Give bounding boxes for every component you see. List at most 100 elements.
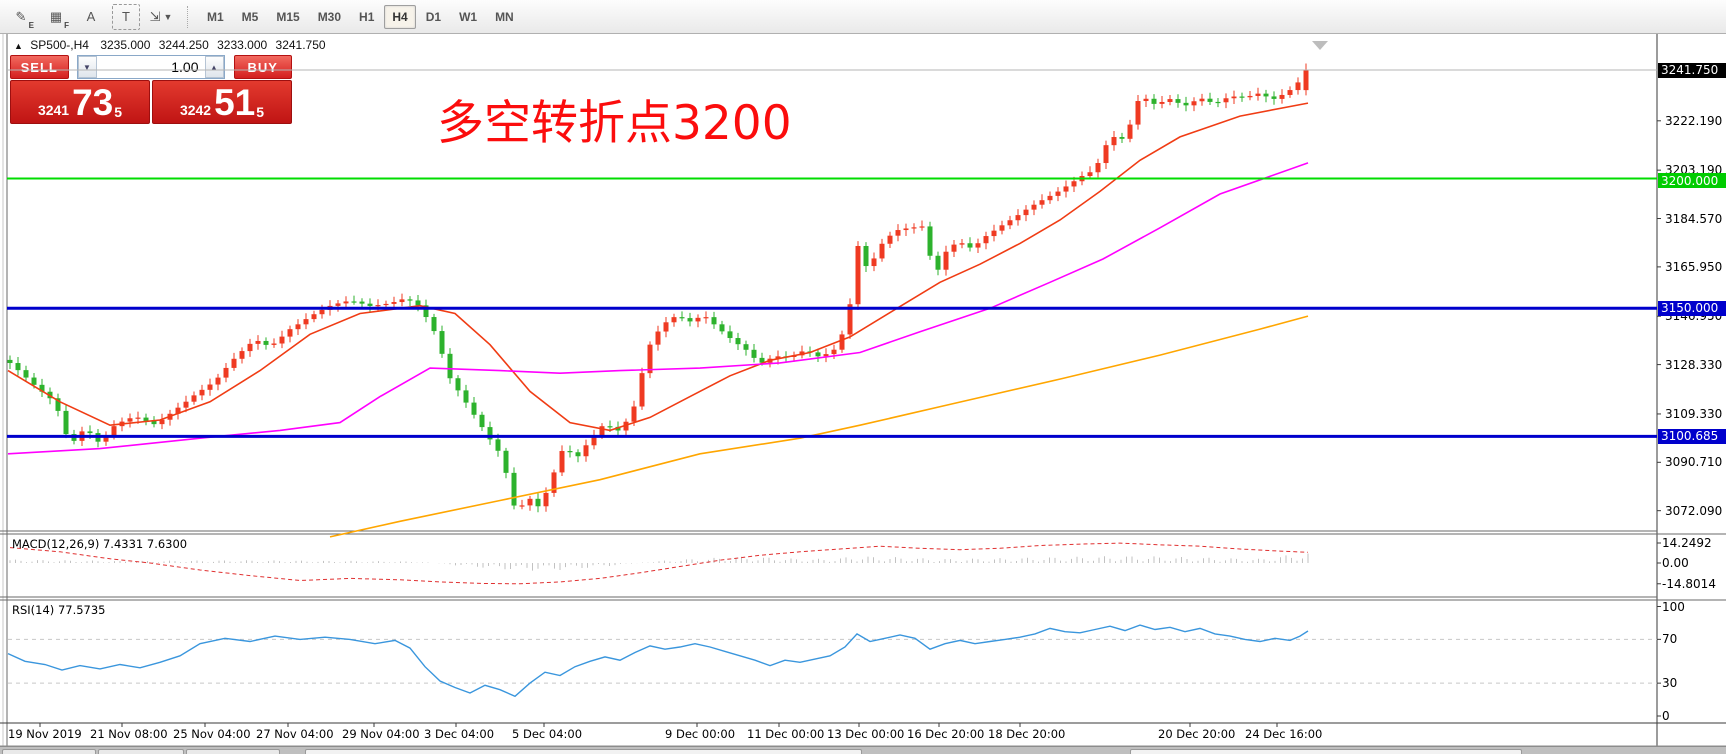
candle-body [703,317,709,319]
volume-down-button[interactable]: ▼ [77,56,97,78]
candle-body [383,303,389,306]
candle-body [319,309,325,315]
text-box-icon[interactable]: T [112,3,140,30]
timeframe-h4[interactable]: H4 [384,4,416,29]
candle-body [943,251,949,270]
candle-body [935,255,941,270]
candle-body [1247,95,1253,98]
candle-body [1159,101,1165,104]
macd-tick-label: 0.00 [1662,556,1689,570]
candle-body [399,299,405,303]
time-tick-label: 27 Nov 04:00 [256,727,334,741]
volume-input[interactable] [96,56,205,78]
candle-body [583,445,589,457]
candle-body [351,301,357,303]
candle-body [31,377,37,385]
candle-body [1175,99,1181,103]
candle-body [1239,96,1245,98]
buy-price-panel[interactable]: 3242 51 5 [152,80,292,124]
chart-shift-marker-icon[interactable] [1312,41,1328,50]
candle-body [239,351,245,359]
candle-body [959,243,965,245]
candle-body [415,300,421,306]
candle-body [895,230,901,236]
timeframe-m15[interactable]: M15 [276,9,300,24]
candle-body [199,389,205,396]
timeframe-h1[interactable]: H1 [359,9,375,24]
sell-price-panel[interactable]: 3241 73 5 [10,80,150,124]
chart-tab-strip[interactable] [0,746,1726,754]
shapes-dropdown-button[interactable]: ⇲ ▼ [147,4,175,30]
candle-body [663,322,669,332]
rsi-line [7,624,1309,698]
candle-body [247,343,253,352]
candle-body [967,243,973,248]
candle-body [1207,98,1213,102]
chart-tab[interactable] [98,749,184,754]
timeframe-mn[interactable]: MN [495,9,514,24]
rsi-label: RSI(14) 77.5735 [12,603,106,617]
candle-body [919,226,925,228]
timeframe-m1[interactable]: M1 [207,9,224,24]
candle-body [719,324,725,332]
chart-tab[interactable] [1130,749,1522,754]
candle-body [135,417,141,419]
candle-body [1279,94,1285,99]
time-tick-label: 24 Dec 16:00 [1245,727,1323,741]
price-tick-label: 3109.330 [1665,406,1723,421]
chart-window[interactable]: ▲ SP500-,H4 3235.000 3244.250 3233.000 3… [0,34,1726,746]
timeframe-m30[interactable]: M30 [317,9,342,24]
buy-button[interactable]: BUY [233,55,292,79]
quote-low: 3233.000 [217,38,268,52]
chart-tab[interactable] [2,749,96,754]
price-tick-label: 3184.570 [1665,211,1723,226]
text-label-icon[interactable]: A [86,9,96,24]
time-tick-label: 3 Dec 04:00 [424,727,495,741]
candle-body [359,301,365,304]
chart-tab[interactable] [305,749,862,754]
candle-body [503,450,509,473]
timeframe-d1[interactable]: D1 [425,9,442,24]
candle-body [1039,200,1045,205]
candle-body [295,324,301,330]
candle-body [903,228,909,231]
chevron-down-icon: ▼ [163,11,173,22]
quote-open: 3235.000 [100,38,151,52]
candle-body [407,299,413,301]
candle-body [279,336,285,344]
time-tick-label: 19 Nov 2019 [8,727,82,741]
candle-body [759,357,765,363]
grid-indicator-icon[interactable]: ▦ F [49,8,69,30]
sell-button[interactable]: SELL [10,55,69,79]
timeframe-m5[interactable]: M5 [241,9,259,24]
price-badge: 3241.750 [1658,62,1726,78]
timeframe-w1[interactable]: W1 [459,9,478,24]
candle-body [631,406,637,422]
candle-body [815,352,821,357]
candle-body [175,407,181,414]
rsi-tick-label: 100 [1662,599,1685,614]
chart-tab[interactable] [186,749,280,754]
candle-body [679,317,685,319]
candle-body [1271,96,1277,99]
fast-ma-line [7,102,1309,432]
volume-up-button[interactable]: ▲ [204,56,224,78]
candle-body [39,384,45,392]
price-badge: 3200.000 [1658,173,1726,189]
candle-body [343,301,349,304]
candle-body [1007,220,1013,226]
draw-crosshair-icon[interactable]: ✎ E [15,8,34,30]
candle-body [1031,204,1037,210]
price-tick-label: 3222.190 [1665,113,1723,128]
candle-body [111,426,117,437]
candle-body [287,329,293,337]
candle-body [231,358,237,368]
candle-body [183,401,189,408]
candle-body [255,340,261,344]
candle-body [1095,163,1101,173]
candle-body [1287,90,1293,95]
candle-body [655,331,661,345]
candle-body [151,420,157,425]
candle-body [127,418,133,422]
